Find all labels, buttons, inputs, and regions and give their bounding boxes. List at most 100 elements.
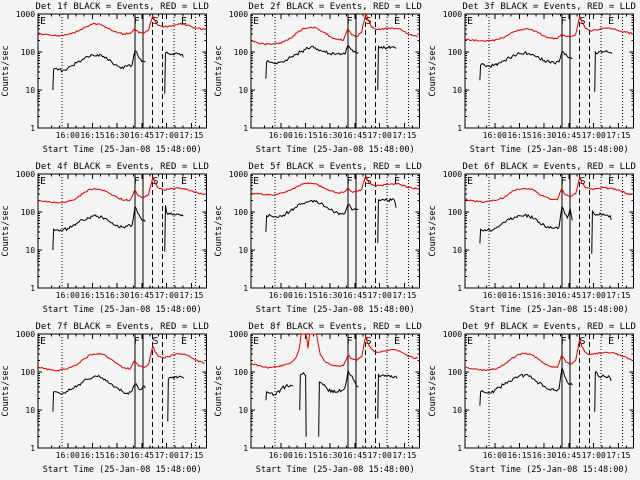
y-axis-label: Counts/sec [1,45,11,96]
events-series [299,371,307,437]
events-series [377,197,397,244]
flag-letter-F: F [560,16,566,27]
x-tick-label: 16:00 [482,291,506,300]
marker-lines [274,334,410,448]
flag-letter-S: S [579,16,585,27]
flag-letter-F: F [560,336,566,347]
y-axis-label: Counts/sec [428,45,438,96]
flag-letter-E: E [608,176,614,187]
axes [37,333,207,449]
x-tick-label: 16:30 [319,131,343,140]
x-tick-label: 16:15 [507,451,531,460]
y-tick-label: 1 [457,124,462,133]
y-axis-label: Counts/sec [214,365,224,416]
events-series [52,374,146,412]
x-tick-label: 16:00 [482,451,506,460]
panel-title: Det 8f BLACK = Events, RED = LLD [249,322,423,332]
x-tick-label: 17:15 [179,131,203,140]
flag-letter-S: S [579,176,585,187]
x-axis-label: Start Time (25-Jan-08 15:48:00) [256,305,415,315]
x-tick-label: 17:00 [155,451,179,460]
flag-letter-E: E [40,16,46,27]
panel-title: Det 5f BLACK = Events, RED = LLD [249,162,423,172]
flag-letter-E: E [467,176,473,187]
x-tick-label: 17:15 [606,451,630,460]
axes [250,333,421,449]
lld-series [464,176,632,204]
y-tick-label: 10 [452,246,462,255]
y-tick-label: 10 [239,406,249,415]
x-tick-label: 16:30 [319,291,343,300]
panel-det-5f: Det 5f BLACK = Events, RED = LLD Counts/s… [213,160,426,320]
y-tick-label: 1000 [229,170,248,179]
lld-series [464,338,632,372]
panel-det-7f: Det 7f BLACK = Events, RED = LLD Counts/s… [0,320,213,480]
x-tick-label: 17:00 [581,451,605,460]
marker-lines [274,174,410,288]
y-axis-label: Counts/sec [1,205,11,256]
y-tick-label: 100 [234,208,249,217]
y-tick-label: 100 [234,368,249,377]
panel-4f-chart: Det 4f BLACK = Events, RED = LLD Counts/s… [1,162,209,315]
flag-letter-E: E [181,336,187,347]
y-tick-label: 1000 [229,330,248,339]
y-tick-label: 1 [244,124,249,133]
events-series [265,44,359,79]
axes [464,173,634,289]
x-tick-label: 17:15 [606,291,630,300]
x-tick-label: 16:00 [482,131,506,140]
marker-lines [61,334,196,448]
panel-7f-chart: Det 7f BLACK = Events, RED = LLD Counts/s… [1,322,209,475]
x-tick-label: 16:15 [507,291,531,300]
x-tick-label: 16:30 [532,291,556,300]
x-tick-label: 16:00 [269,131,293,140]
panel-title: Det 1f BLACK = Events, RED = LLD [35,2,209,12]
panel-det-8f: Det 8f BLACK = Events, RED = LLD Counts/s… [213,320,426,480]
lld-series [37,176,205,204]
flag-letter-E: E [394,176,400,187]
x-tick-label: 16:45 [557,451,581,460]
y-tick-label: 1000 [16,330,35,339]
x-tick-label: 16:45 [557,291,581,300]
y-tick-label: 1 [457,284,462,293]
y-tick-label: 10 [25,246,35,255]
x-tick-label: 16:45 [130,451,154,460]
panel-title: Det 6f BLACK = Events, RED = LLD [462,162,636,172]
panel-9f-chart: Det 9f BLACK = Events, RED = LLD Counts/s… [428,322,636,475]
flag-letter-E: E [253,16,259,27]
flag-letter-S: S [152,176,158,187]
x-tick-label: 17:15 [606,131,630,140]
flag-letter-F: F [560,176,566,187]
x-axis-label: Start Time (25-Jan-08 15:48:00) [469,465,628,475]
x-tick-label: 17:15 [179,451,203,460]
y-tick-label: 1000 [442,330,461,339]
panel-8f-chart: Det 8f BLACK = Events, RED = LLD Counts/s… [214,322,423,475]
flag-letter-E: E [394,16,400,27]
flag-letter-E: E [40,336,46,347]
y-tick-label: 10 [25,406,35,415]
flag-letter-E: E [181,16,187,27]
lld-series [464,15,632,42]
y-tick-label: 1000 [442,170,461,179]
lld-series [251,12,419,46]
x-tick-label: 17:15 [179,291,203,300]
panel-3f-chart: Det 3f BLACK = Events, RED = LLD Counts/s… [428,2,636,155]
y-tick-label: 1 [30,444,35,453]
y-tick-label: 1000 [16,10,35,19]
x-tick-label: 17:00 [581,131,605,140]
flag-letter-E: E [253,336,259,347]
x-axis-label: Start Time (25-Jan-08 15:48:00) [43,305,202,315]
x-tick-label: 16:30 [105,451,129,460]
y-tick-label: 100 [447,368,462,377]
x-tick-label: 17:15 [393,291,417,300]
x-tick-label: 16:15 [80,451,104,460]
panel-title: Det 2f BLACK = Events, RED = LLD [249,2,423,12]
x-tick-label: 16:00 [56,291,80,300]
events-series [590,209,612,254]
x-tick-label: 16:45 [343,291,367,300]
x-tick-label: 16:45 [557,131,581,140]
x-tick-label: 16:30 [105,291,129,300]
panel-det-6f: Det 6f BLACK = Events, RED = LLD Counts/s… [427,160,640,320]
events-series [265,199,359,232]
